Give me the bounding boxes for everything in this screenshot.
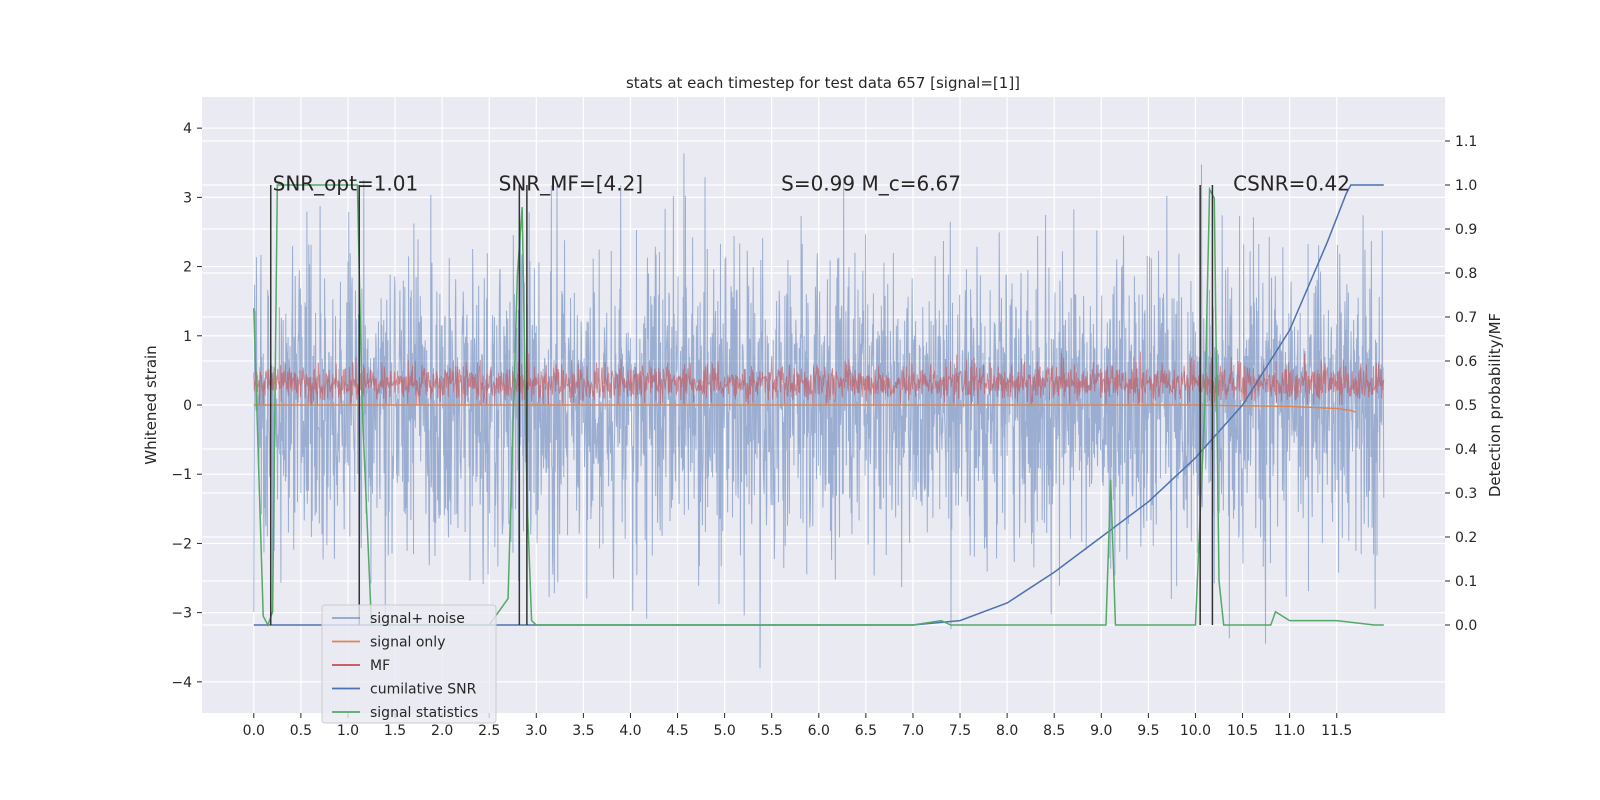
y-right-tick-label: 0.6	[1455, 354, 1477, 370]
y-right-tick-label: 0.3	[1455, 486, 1477, 502]
y-right-tick-label: 0.1	[1455, 574, 1477, 590]
x-tick-label: 8.0	[996, 723, 1018, 739]
legend: signal+ noise signal only MF cumilative SNR…	[321, 604, 497, 724]
y-tick-label: 0	[183, 398, 192, 414]
legend-label: signal only	[370, 635, 445, 651]
annotation: SNR_opt=1.01	[273, 171, 419, 195]
y-tick-label: 1	[183, 329, 192, 345]
y-axis-label: Whitened strain	[142, 345, 160, 464]
legend-label: signal statistics	[370, 705, 478, 721]
x-tick-label: 4.0	[619, 723, 641, 739]
y-right-axis-label: Detection probability/MF	[1486, 313, 1504, 497]
y-right-tick-label: 0.5	[1455, 398, 1477, 414]
x-tick-label: 9.5	[1137, 723, 1159, 739]
chart-title: stats at each timestep for test data 657…	[626, 74, 1020, 92]
x-tick-label: 9.0	[1090, 723, 1112, 739]
y-tick-label: 3	[183, 190, 192, 206]
y-tick-label: 4	[183, 121, 192, 137]
y-right-tick-label: 0.2	[1455, 530, 1477, 546]
annotation: CSNR=0.42	[1233, 171, 1350, 195]
x-tick-label: 6.5	[855, 723, 877, 739]
x-tick-label: 7.5	[949, 723, 971, 739]
x-tick-label: 0.0	[243, 723, 265, 739]
x-tick-label: 8.5	[1043, 723, 1065, 739]
y-tick-label: −4	[171, 675, 192, 691]
x-tick-label: 10.5	[1227, 723, 1258, 739]
y-tick-label: −3	[171, 606, 192, 622]
y-right-tick-label: 0.4	[1455, 442, 1477, 458]
y-tick-label: −1	[171, 467, 192, 483]
y-axis-ticks: −4 −3 −2 −1 0 1 2 3 4	[171, 121, 202, 691]
x-tick-label: 7.0	[902, 723, 924, 739]
y-right-tick-label: 0.9	[1455, 222, 1477, 238]
x-tick-label: 6.0	[808, 723, 830, 739]
y-right-tick-label: 0.8	[1455, 266, 1477, 282]
legend-label: signal+ noise	[370, 611, 465, 627]
annotation: S=0.99 M_c=6.67	[781, 171, 961, 195]
x-axis-ticks: 0.0 0.5 1.0 1.5 2.0 2.5 3.0 3.5 4.0 4.5 5.0 5.5 6.0 6…	[243, 713, 1352, 739]
y-right-tick-label: 1.0	[1455, 178, 1477, 194]
series-cumulative-snr	[253, 184, 1384, 626]
y-right-tick-label: 0.7	[1455, 310, 1477, 326]
x-tick-label: 4.5	[666, 723, 688, 739]
x-tick-label: 10.0	[1180, 723, 1211, 739]
x-tick-label: 5.0	[713, 723, 735, 739]
x-tick-label: 11.5	[1321, 723, 1352, 739]
x-tick-label: 1.0	[337, 723, 359, 739]
y-right-tick-label: 1.1	[1455, 134, 1477, 150]
y-tick-label: 2	[183, 260, 192, 276]
y-tick-label: −2	[171, 536, 192, 552]
series-signal-noise	[253, 153, 1385, 669]
series-signal-only	[253, 404, 1356, 413]
x-tick-label: 11.0	[1274, 723, 1305, 739]
legend-label: MF	[370, 658, 390, 674]
x-tick-label: 3.5	[572, 723, 594, 739]
annotations: SNR_opt=1.01 SNR_MF=[4.2] S=0.99 M_c=6.67 C…	[273, 171, 1350, 195]
y-right-axis-ticks: 0.0 0.1 0.2 0.3 0.4 0.5 0.6 0.7 0.8 0.9 1.0 1.1	[1445, 134, 1477, 634]
x-tick-label: 5.5	[761, 723, 783, 739]
annotation: SNR_MF=[4.2]	[499, 171, 643, 195]
x-tick-label: 2.5	[478, 723, 500, 739]
legend-box	[321, 604, 497, 724]
x-tick-label: 2.0	[431, 723, 453, 739]
legend-label: cumilative SNR	[370, 682, 477, 698]
x-tick-label: 0.5	[290, 723, 312, 739]
y-right-tick-label: 0.0	[1455, 618, 1477, 634]
series-mf	[253, 351, 1385, 406]
series-layer	[253, 153, 1385, 669]
x-tick-label: 3.0	[525, 723, 547, 739]
x-tick-label: 1.5	[384, 723, 406, 739]
vertical-markers	[269, 185, 1214, 625]
